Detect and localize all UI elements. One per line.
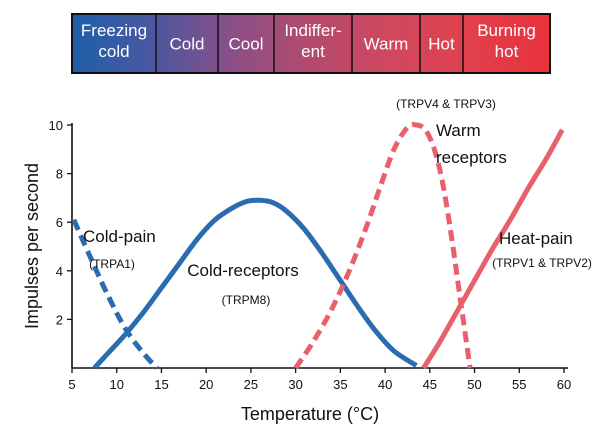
x-tick-label: 50 — [467, 377, 481, 392]
series-line-heat-pain — [421, 128, 565, 370]
series-label: Heat-pain — [499, 229, 573, 248]
temperature-scale-bar: Freezing cold Cold Cool Indiffer-ent Warm Hot B… — [71, 13, 551, 74]
scale-bar-background — [71, 13, 551, 74]
x-axis-label: Temperature (°C) — [241, 404, 379, 424]
series-sublabel: (TRPM8) — [222, 293, 271, 307]
x-tick-label: 30 — [288, 377, 302, 392]
x-tick-label: 45 — [423, 377, 437, 392]
x-tick-label: 15 — [154, 377, 168, 392]
y-tick-label: 6 — [56, 215, 63, 230]
x-tick-label: 60 — [557, 377, 571, 392]
scale-segment-label: Hot — [428, 35, 455, 54]
x-tick-label: 35 — [333, 377, 347, 392]
series-label: Warm receptors — [436, 121, 507, 167]
x-tick-label: 40 — [378, 377, 392, 392]
series-sublabel: (TRPV4 & TRPV3) — [396, 97, 496, 111]
series-label: Cold-pain — [83, 227, 156, 246]
series-sublabel: (TRPV1 & TRPV2) — [492, 256, 592, 270]
x-tick-label: 20 — [199, 377, 213, 392]
scale-segment-label: Cold — [170, 35, 205, 54]
scale-segment-label: Indiffer-ent — [284, 21, 341, 61]
x-tick-label: 5 — [68, 377, 75, 392]
y-tick-label: 4 — [56, 264, 63, 279]
series-sublabel: (TRPA1) — [89, 257, 135, 271]
x-tick-label: 10 — [109, 377, 123, 392]
series-label: Cold-receptors — [187, 261, 299, 280]
y-tick-label: 2 — [56, 312, 63, 327]
x-tick-label: 25 — [244, 377, 258, 392]
scale-segment-label: Freezing cold — [81, 21, 147, 61]
scale-segment-label: Warm — [364, 35, 409, 54]
x-tick-label: 55 — [512, 377, 526, 392]
y-axis-label: Impulses per second — [22, 163, 42, 329]
scale-segment-label: Burning hot — [477, 21, 536, 61]
scale-segment-label: Cool — [229, 35, 264, 54]
y-tick-label: 10 — [49, 118, 63, 133]
y-tick-label: 8 — [56, 167, 63, 182]
series-line-cold-receptors — [92, 197, 418, 370]
receptor-response-chart: 5 10 15 20 25 30 35 40 45 50 55 60 2 4 6 8 10 Cold-pain (… — [22, 97, 592, 424]
series-line-cold-pain — [71, 218, 159, 370]
